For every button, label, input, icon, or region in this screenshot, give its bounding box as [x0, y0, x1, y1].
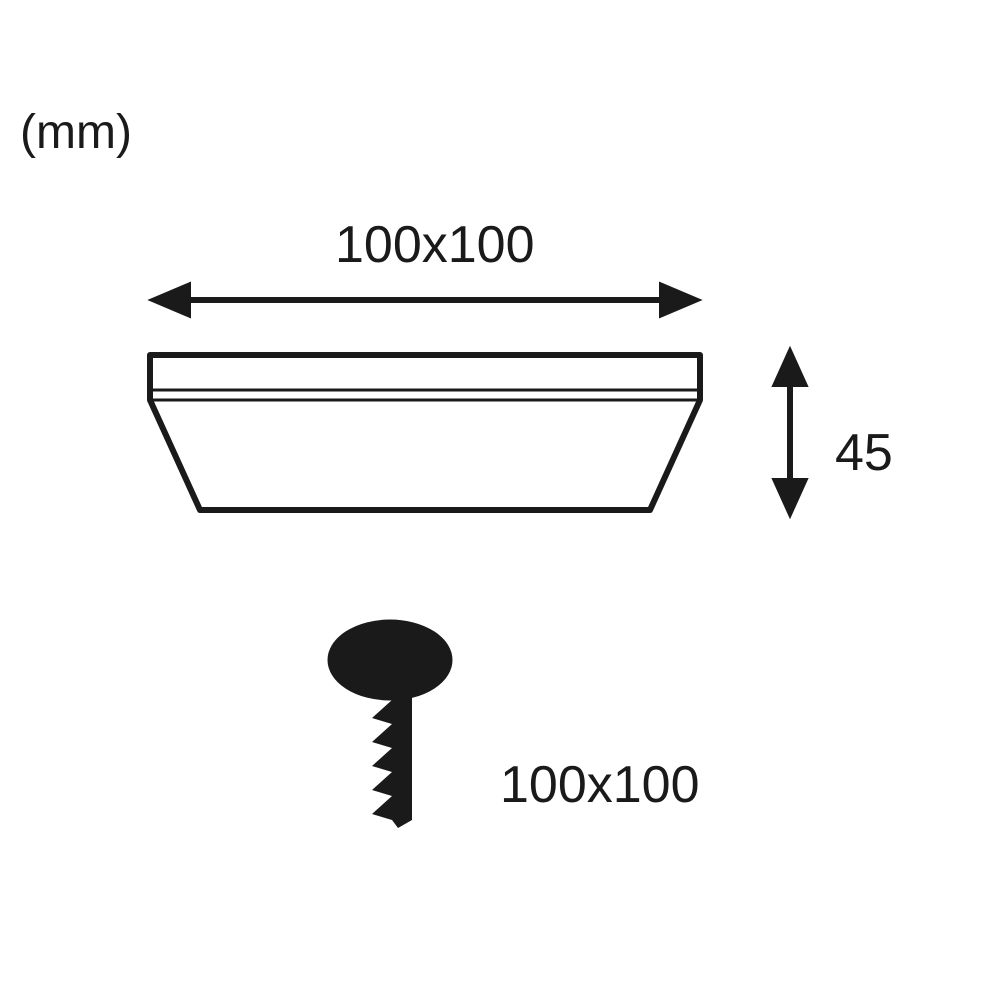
height-arrow	[776, 353, 804, 512]
fixture-side-view	[150, 355, 700, 510]
jigsaw-icon	[328, 620, 452, 828]
drawing-svg	[0, 0, 1000, 1000]
dimension-diagram: (mm) 100x100 45 100x100	[0, 0, 1000, 1000]
width-arrow	[155, 286, 695, 314]
